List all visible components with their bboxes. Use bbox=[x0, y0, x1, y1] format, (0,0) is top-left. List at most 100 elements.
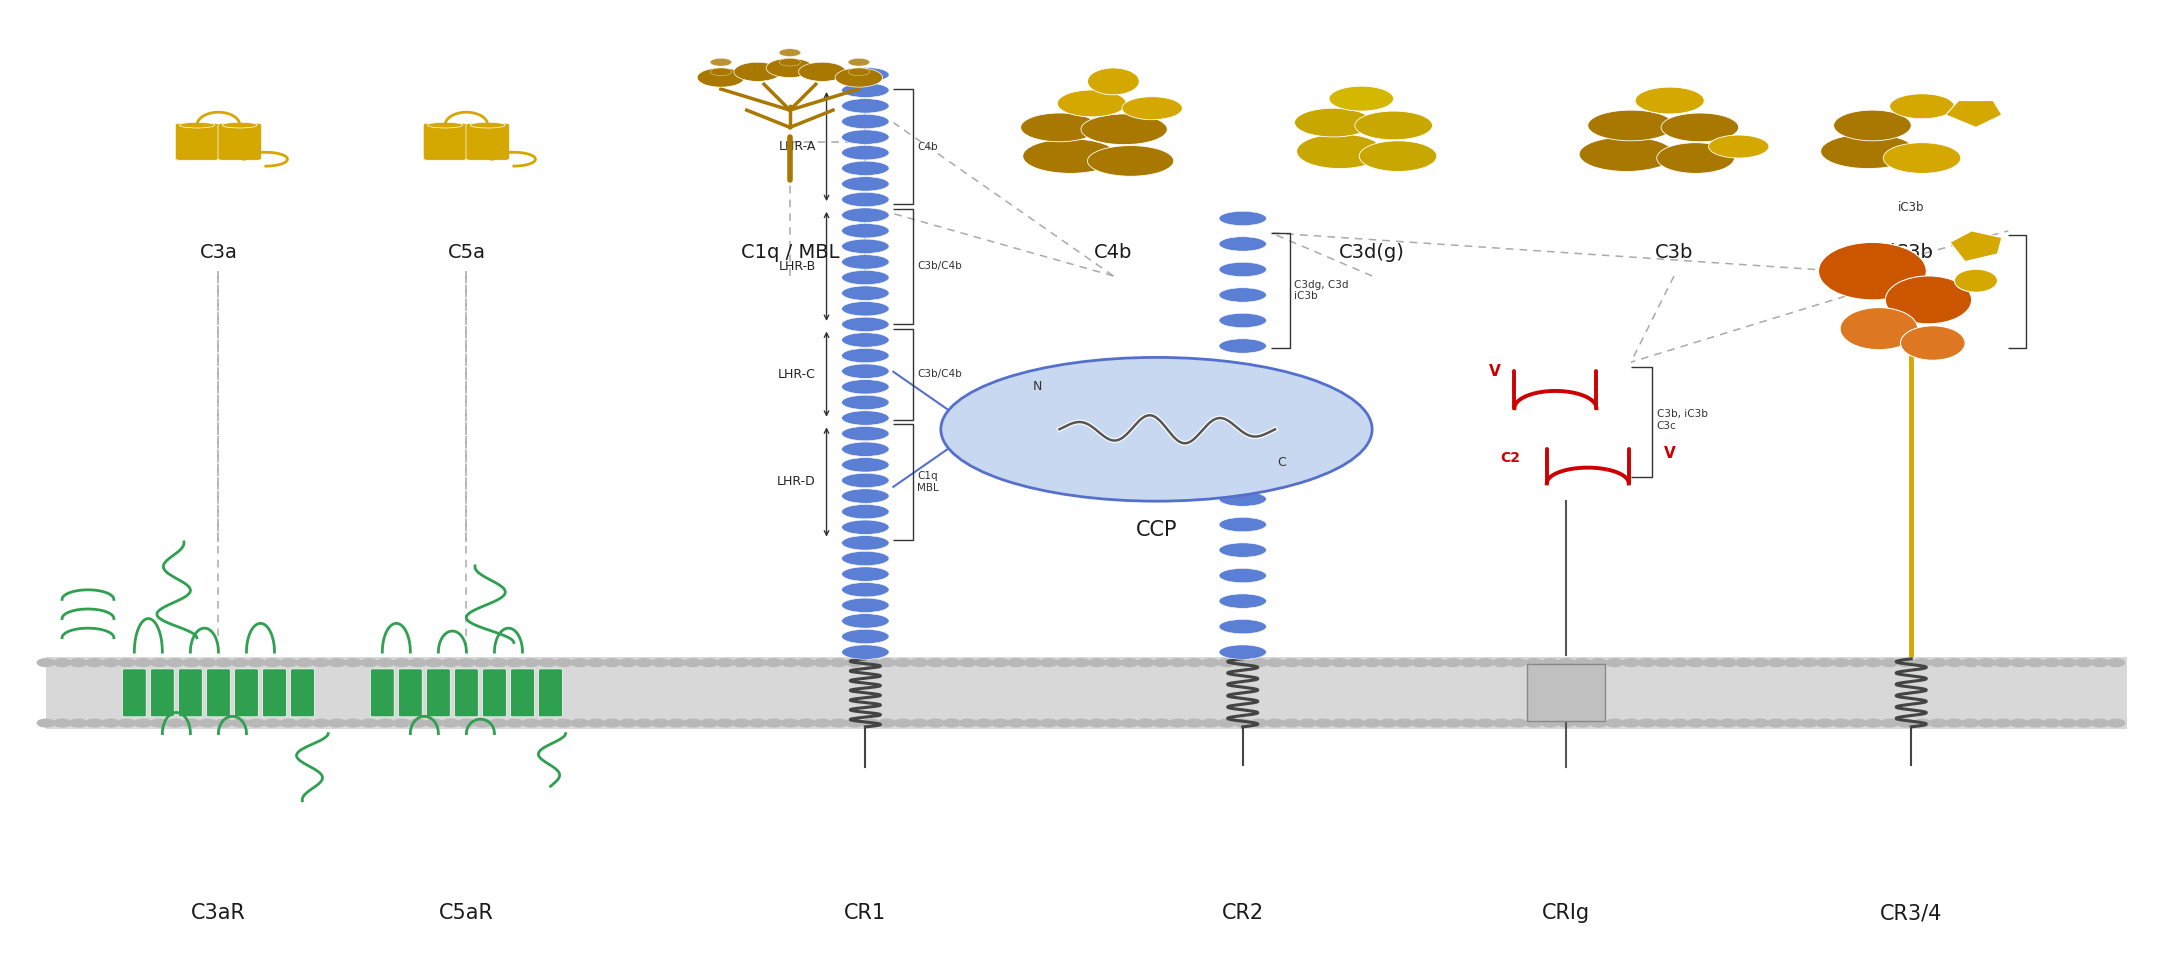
Circle shape bbox=[895, 658, 912, 666]
FancyBboxPatch shape bbox=[236, 669, 257, 717]
Circle shape bbox=[960, 719, 977, 727]
Text: LHR-A: LHR-A bbox=[778, 140, 815, 153]
Ellipse shape bbox=[841, 645, 889, 659]
Circle shape bbox=[1671, 658, 1689, 666]
Circle shape bbox=[491, 719, 508, 727]
Circle shape bbox=[184, 658, 201, 666]
Ellipse shape bbox=[1360, 141, 1438, 172]
Circle shape bbox=[798, 658, 815, 666]
Circle shape bbox=[2043, 658, 2060, 666]
Circle shape bbox=[1961, 719, 1978, 727]
Circle shape bbox=[668, 719, 685, 727]
Ellipse shape bbox=[841, 98, 889, 113]
Ellipse shape bbox=[1219, 569, 1267, 583]
Circle shape bbox=[588, 719, 605, 727]
Circle shape bbox=[780, 658, 798, 666]
Ellipse shape bbox=[841, 536, 889, 550]
Ellipse shape bbox=[1820, 134, 1916, 169]
Circle shape bbox=[344, 658, 361, 666]
FancyBboxPatch shape bbox=[1526, 663, 1604, 721]
Ellipse shape bbox=[179, 133, 214, 150]
Ellipse shape bbox=[1890, 94, 1954, 119]
Circle shape bbox=[1671, 719, 1689, 727]
Ellipse shape bbox=[841, 146, 889, 160]
Ellipse shape bbox=[223, 122, 257, 128]
Circle shape bbox=[1946, 658, 1963, 666]
FancyBboxPatch shape bbox=[151, 669, 175, 717]
Ellipse shape bbox=[841, 411, 889, 425]
Text: C3b: C3b bbox=[1654, 243, 1693, 261]
Circle shape bbox=[1364, 658, 1382, 666]
Circle shape bbox=[1105, 658, 1122, 666]
Circle shape bbox=[246, 719, 264, 727]
Circle shape bbox=[1574, 658, 1591, 666]
Circle shape bbox=[992, 658, 1010, 666]
Circle shape bbox=[653, 719, 668, 727]
FancyBboxPatch shape bbox=[123, 669, 147, 717]
Circle shape bbox=[733, 719, 750, 727]
Ellipse shape bbox=[841, 489, 889, 503]
Circle shape bbox=[1332, 719, 1349, 727]
Text: CCP: CCP bbox=[1135, 521, 1178, 541]
Circle shape bbox=[1509, 719, 1526, 727]
Circle shape bbox=[1397, 719, 1414, 727]
Circle shape bbox=[1250, 719, 1267, 727]
Circle shape bbox=[86, 719, 104, 727]
Circle shape bbox=[1314, 658, 1332, 666]
Circle shape bbox=[441, 658, 458, 666]
Circle shape bbox=[1267, 658, 1284, 666]
Polygon shape bbox=[1946, 100, 2002, 127]
Ellipse shape bbox=[841, 380, 889, 394]
Circle shape bbox=[1622, 719, 1639, 727]
Circle shape bbox=[1704, 658, 1721, 666]
Circle shape bbox=[1299, 719, 1317, 727]
Ellipse shape bbox=[778, 49, 800, 57]
Ellipse shape bbox=[1840, 308, 1918, 350]
Circle shape bbox=[393, 719, 411, 727]
FancyBboxPatch shape bbox=[370, 669, 393, 717]
Ellipse shape bbox=[1219, 415, 1267, 430]
Circle shape bbox=[1429, 658, 1446, 666]
Ellipse shape bbox=[1297, 134, 1384, 169]
Circle shape bbox=[1217, 658, 1235, 666]
Circle shape bbox=[571, 719, 588, 727]
Circle shape bbox=[426, 658, 443, 666]
Circle shape bbox=[1589, 658, 1606, 666]
Ellipse shape bbox=[841, 224, 889, 238]
Circle shape bbox=[2076, 719, 2093, 727]
Circle shape bbox=[716, 719, 733, 727]
Circle shape bbox=[1477, 658, 1494, 666]
Circle shape bbox=[441, 719, 458, 727]
Ellipse shape bbox=[1023, 139, 1118, 174]
Circle shape bbox=[134, 658, 151, 666]
Ellipse shape bbox=[1660, 113, 1738, 142]
Ellipse shape bbox=[841, 270, 889, 284]
Ellipse shape bbox=[1057, 90, 1126, 117]
Circle shape bbox=[199, 658, 216, 666]
Ellipse shape bbox=[765, 59, 813, 77]
Circle shape bbox=[1477, 719, 1494, 727]
Circle shape bbox=[119, 719, 136, 727]
Circle shape bbox=[151, 658, 169, 666]
Circle shape bbox=[1007, 719, 1025, 727]
Ellipse shape bbox=[428, 133, 463, 150]
Ellipse shape bbox=[1634, 87, 1704, 114]
Circle shape bbox=[102, 719, 119, 727]
FancyBboxPatch shape bbox=[538, 669, 562, 717]
Circle shape bbox=[216, 719, 233, 727]
Circle shape bbox=[1267, 719, 1284, 727]
Ellipse shape bbox=[1954, 269, 1998, 292]
Text: LHR-D: LHR-D bbox=[776, 475, 815, 489]
Circle shape bbox=[1929, 658, 1946, 666]
Circle shape bbox=[1574, 719, 1591, 727]
Circle shape bbox=[216, 658, 233, 666]
Circle shape bbox=[361, 658, 378, 666]
Circle shape bbox=[1704, 719, 1721, 727]
Ellipse shape bbox=[1219, 543, 1267, 557]
Ellipse shape bbox=[709, 59, 731, 67]
Circle shape bbox=[409, 719, 426, 727]
Circle shape bbox=[1849, 719, 1866, 727]
Text: CR3/4: CR3/4 bbox=[1881, 903, 1941, 924]
Ellipse shape bbox=[841, 83, 889, 97]
Circle shape bbox=[765, 719, 783, 727]
